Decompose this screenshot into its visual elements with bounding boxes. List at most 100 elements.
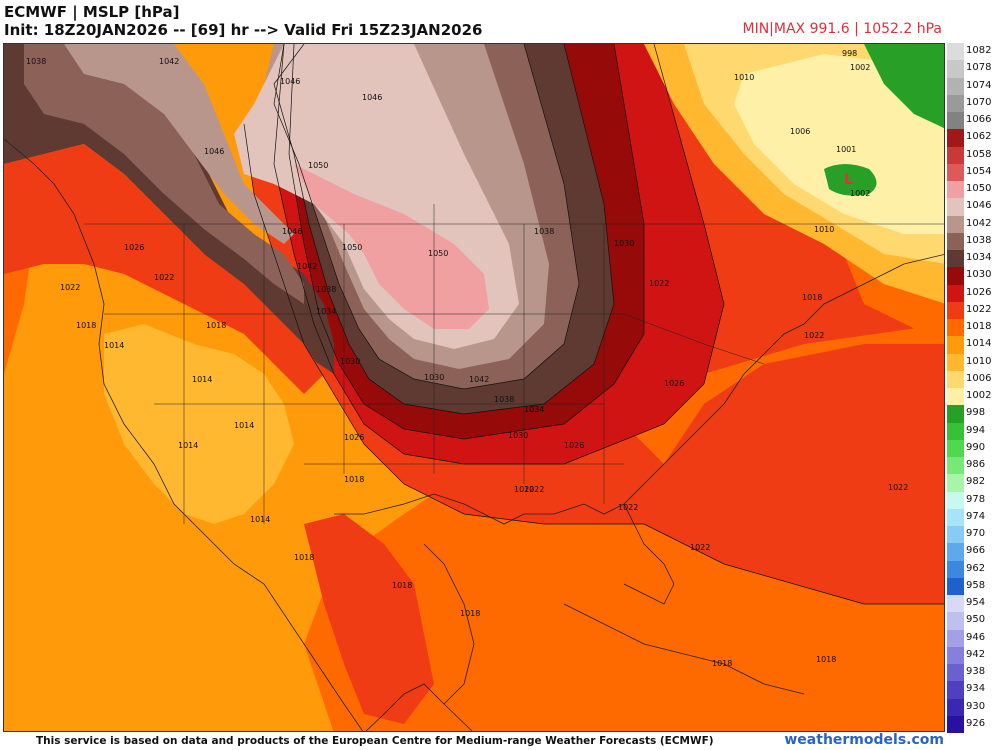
contour-label: 1046 — [362, 93, 382, 102]
legend-entry: 974 — [947, 508, 1000, 526]
field-nw-1038 — [24, 44, 304, 304]
legend-label: 934 — [966, 683, 986, 695]
legend-label: 1062 — [966, 131, 992, 143]
legend-swatch — [947, 163, 964, 181]
legend-entry: 1054 — [947, 163, 1000, 181]
init-valid-line: Init: 18Z20JAN2026 -- [69] hr --> Valid … — [4, 21, 483, 39]
mslp-map[interactable]: 1038 1042 1046 1046 1046 1050 1050 1050 … — [3, 43, 945, 732]
contour-label: 1014 — [234, 421, 254, 430]
contour-label: 1018 — [460, 609, 480, 618]
contour-label: 1006 — [790, 127, 810, 136]
brand-link[interactable]: weathermodels.com — [784, 732, 944, 748]
legend-label: 1002 — [966, 390, 992, 401]
legend-label: 1006 — [966, 372, 992, 384]
legend-label: 958 — [966, 579, 986, 591]
contour-labels: 1038 1042 1046 1046 1046 1050 1050 1050 … — [26, 49, 908, 668]
legend-swatch — [947, 301, 964, 319]
contour-label: 1030 — [424, 373, 444, 382]
legend-entry: 1078 — [947, 60, 1000, 78]
contour-label: 1038 — [494, 395, 514, 404]
legend-entry: 1006 — [947, 370, 1000, 388]
legend-entry: 1050 — [947, 181, 1000, 199]
legend-entry: 938 — [947, 664, 1000, 682]
legend-swatch — [947, 198, 964, 216]
legend-entry: 1022 — [947, 301, 1000, 319]
legend-label: 1022 — [966, 303, 992, 315]
contour-label: 1010 — [734, 73, 754, 82]
legend-label: 1082 — [966, 45, 992, 56]
contour-label: 1026 — [564, 441, 584, 450]
legend-swatch — [947, 181, 964, 199]
legend-label: 942 — [966, 648, 986, 660]
legend-swatch — [947, 577, 964, 595]
legend-label: 1038 — [966, 234, 992, 246]
field-nw-1042 — [64, 44, 294, 244]
legend-swatch — [947, 526, 964, 544]
legend-entry: 930 — [947, 698, 1000, 716]
legend-label: 1050 — [966, 183, 992, 194]
legend-label: 1026 — [966, 286, 992, 298]
legend-swatch — [947, 146, 964, 164]
contour-label: 1026 — [344, 433, 364, 442]
legend-entry: 990 — [947, 439, 1000, 457]
legend-swatch — [947, 543, 964, 561]
legend-label: 926 — [966, 717, 986, 729]
legend-label: 1030 — [966, 269, 992, 281]
legend-swatch — [947, 43, 964, 61]
legend-label: 1034 — [966, 252, 992, 263]
contour-label: 1018 — [76, 321, 96, 330]
contour-label: 1034 — [316, 307, 336, 316]
state-borders — [84, 204, 944, 524]
legend-label: 1010 — [966, 355, 992, 367]
legend-label: 990 — [966, 441, 986, 453]
legend-label: 982 — [966, 476, 986, 488]
field-coast-1022 — [4, 144, 324, 394]
contour-label: 1018 — [712, 659, 732, 668]
contour-label: 1042 — [297, 262, 317, 271]
map-title: ECMWF | MSLP [hPa] — [4, 3, 180, 21]
min-max-readout: MIN|MAX 991.6 | 1052.2 hPa — [742, 21, 943, 37]
contour-label: 1042 — [159, 57, 179, 66]
legend-entry: 1042 — [947, 215, 1000, 233]
legend-swatch — [947, 715, 964, 733]
field-mexico-1022 — [304, 514, 434, 724]
legend-entry: 954 — [947, 595, 1000, 613]
contour-label: 1022 — [649, 279, 669, 288]
legend-entry: 1018 — [947, 319, 1000, 337]
contour-label: 1050 — [342, 243, 362, 252]
legend-entry: 950 — [947, 612, 1000, 630]
field-1014 — [104, 324, 294, 524]
legend-entry: 1002 — [947, 388, 1000, 406]
legend-label: 962 — [966, 562, 986, 574]
legend-entry: 986 — [947, 457, 1000, 475]
field-ne-998 — [864, 44, 944, 129]
legend-swatch — [947, 560, 964, 578]
contour-label: 1018 — [816, 655, 836, 664]
contour-label: 998 — [842, 49, 857, 58]
legend-label: 974 — [966, 510, 986, 522]
legend-entry: 946 — [947, 629, 1000, 647]
legend-swatch — [947, 129, 964, 147]
legend-entry: 970 — [947, 526, 1000, 544]
legend-label: 1018 — [966, 321, 992, 332]
legend-label: 950 — [966, 614, 986, 626]
legend-entry: 926 — [947, 715, 1000, 733]
legend-swatch — [947, 646, 964, 664]
legend-swatch — [947, 664, 964, 682]
legend-swatch — [947, 681, 964, 699]
legend-label: 998 — [966, 407, 986, 419]
legend-entry: 1082 — [947, 43, 1000, 61]
legend-swatch — [947, 284, 964, 302]
legend-swatch — [947, 112, 964, 130]
contour-label: 1022 — [618, 503, 638, 512]
legend-swatch — [947, 267, 964, 285]
legend-swatch — [947, 215, 964, 233]
contour-label: 1038 — [534, 227, 554, 236]
field-low-1001 — [824, 164, 877, 196]
mslp-map-canvas: 1038 1042 1046 1046 1046 1050 1050 1050 … — [4, 44, 944, 731]
legend-entry: 1014 — [947, 336, 1000, 354]
legend-swatch — [947, 353, 964, 371]
contour-label: 1038 — [316, 285, 336, 294]
contour-label: 1001 — [836, 145, 856, 154]
coastlines — [4, 138, 944, 731]
